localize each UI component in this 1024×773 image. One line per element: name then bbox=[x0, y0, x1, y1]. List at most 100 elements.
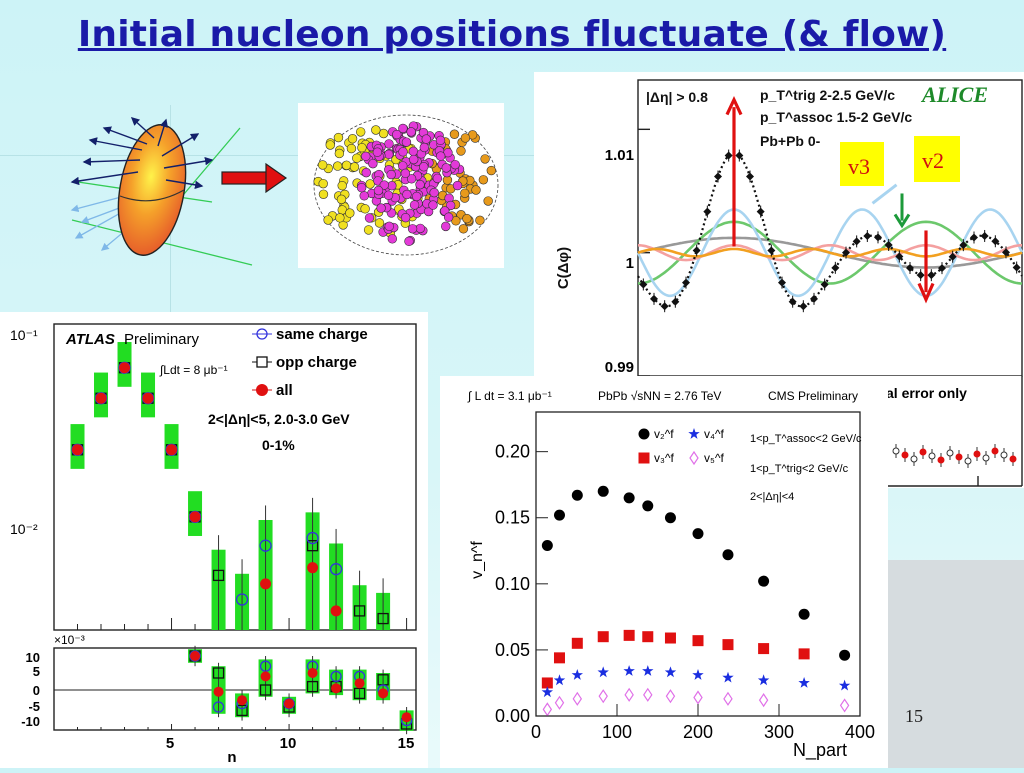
nucleon bbox=[409, 154, 419, 165]
cms-point-diamond bbox=[624, 687, 634, 702]
cms-annot-deta: 2<|Δη|<4 bbox=[750, 491, 794, 503]
cms-xtick-label: 400 bbox=[845, 722, 875, 742]
nucleon bbox=[387, 234, 398, 244]
atlas-lower-point-all bbox=[237, 695, 248, 706]
atlas-lower-point-opp bbox=[259, 684, 272, 696]
v2-label: v2 bbox=[922, 148, 944, 173]
alice-arrow-up-head bbox=[725, 95, 743, 116]
alice-data-point bbox=[948, 252, 957, 261]
atlas-lower-point-all bbox=[401, 712, 412, 723]
alice-data-point bbox=[852, 237, 861, 246]
nucleon bbox=[384, 149, 394, 160]
alice-data-point bbox=[959, 241, 968, 250]
cms-xtick-label: 200 bbox=[683, 722, 713, 742]
cms-point-star bbox=[838, 679, 851, 691]
nucleon bbox=[456, 146, 466, 156]
atlas-panel: ATLAS Preliminary ∫Ldt = 8 μb⁻¹ 2<|Δη|<5… bbox=[0, 312, 428, 768]
nucleon bbox=[435, 135, 446, 146]
red-arrow-icon bbox=[221, 162, 288, 194]
atlas-point-all bbox=[189, 511, 201, 523]
nucleon bbox=[441, 221, 451, 232]
nucleon bbox=[373, 185, 384, 196]
alice-experiment-label: ALICE bbox=[920, 82, 988, 107]
nucleon bbox=[404, 236, 414, 247]
atlas-lower-point-same bbox=[212, 701, 225, 713]
cms-point-circle bbox=[798, 608, 810, 620]
cms-point-circle bbox=[553, 509, 565, 521]
nucleon bbox=[402, 189, 412, 200]
alice-annot-deta: |Δη| > 0.8 bbox=[646, 89, 708, 105]
alice-ratio-point bbox=[901, 451, 909, 459]
cms-xlabel: N_part bbox=[793, 740, 847, 761]
nucleon bbox=[398, 123, 408, 134]
cms-point-star bbox=[664, 666, 677, 678]
nucleon bbox=[415, 179, 425, 190]
cms-point-square bbox=[541, 677, 553, 689]
nucleon bbox=[400, 212, 411, 223]
template-line bbox=[0, 155, 540, 156]
cms-point-star bbox=[597, 666, 609, 678]
alice-data-point bbox=[799, 302, 808, 311]
atlas-lower-point-same bbox=[259, 660, 272, 672]
cms-point-diamond bbox=[643, 687, 653, 702]
nucleon bbox=[336, 194, 347, 205]
nucleon bbox=[460, 133, 471, 143]
alice-chart: 4al error only ALICE |Δη| > 0.8 p_T^trig… bbox=[555, 79, 1024, 510]
alice-data-point bbox=[735, 151, 744, 160]
legend-all: all bbox=[276, 382, 293, 399]
cms-point-square bbox=[692, 635, 704, 647]
nucleon bbox=[325, 140, 335, 150]
nucleon bbox=[443, 212, 454, 222]
nucleon bbox=[332, 161, 343, 171]
atlas-point-same bbox=[306, 531, 319, 545]
atlas-lower-point-all bbox=[331, 683, 342, 694]
nucleon bbox=[401, 137, 412, 147]
atlas-lower-point-all bbox=[378, 688, 389, 699]
atlas-point-all bbox=[260, 578, 272, 590]
cms-point-circle bbox=[722, 549, 734, 561]
nucleon bbox=[359, 191, 369, 201]
cms-legend-label: v₃^f bbox=[654, 451, 675, 465]
atlas-point-all bbox=[72, 444, 84, 456]
atlas-point-opp bbox=[306, 540, 319, 552]
atlas-lower-point-opp bbox=[236, 704, 248, 717]
nucleon bbox=[384, 221, 394, 232]
nucleon bbox=[392, 129, 402, 140]
nucleon bbox=[361, 167, 371, 178]
nucleon bbox=[337, 180, 347, 191]
nucleon bbox=[352, 153, 362, 163]
alice-data-point bbox=[724, 151, 733, 160]
atlas-point-same bbox=[235, 593, 249, 606]
cms-header-left: ∫ L dt = 3.1 μb⁻¹ bbox=[467, 389, 552, 403]
nucleon bbox=[318, 189, 329, 199]
atlas-experiment-label: ATLAS bbox=[65, 331, 115, 348]
alice-ratio-point bbox=[1009, 455, 1017, 463]
nucleon bbox=[334, 148, 345, 159]
atlas-lower-ytick-10: 10 bbox=[26, 650, 40, 665]
nucleon bbox=[374, 218, 385, 228]
atlas-lower-point-opp bbox=[306, 680, 319, 693]
alice-ratio-point bbox=[919, 448, 927, 456]
atlas-point-all bbox=[307, 562, 319, 574]
atlas-annot-centrality: 0-1% bbox=[262, 437, 295, 453]
atlas-point-opp bbox=[377, 612, 389, 625]
alice-arrow-down-head bbox=[917, 282, 935, 304]
nucleon bbox=[428, 200, 438, 210]
nucleon bbox=[317, 160, 328, 170]
nucleon bbox=[408, 146, 419, 157]
nucleon bbox=[356, 182, 367, 193]
atlas-luminosity: ∫Ldt = 8 μb⁻¹ bbox=[159, 363, 228, 377]
cms-ytick-label: 0.10 bbox=[495, 574, 530, 594]
alice-data-point bbox=[682, 278, 690, 287]
alice-curve-v2 bbox=[637, 220, 1023, 285]
nucleon bbox=[378, 128, 389, 139]
alice-ytick-099: 0.99 bbox=[605, 359, 634, 376]
alice-lower-strip bbox=[884, 376, 1022, 486]
atlas-chart: ATLAS Preliminary ∫Ldt = 8 μb⁻¹ 2<|Δη|<5… bbox=[10, 323, 417, 766]
nucleon bbox=[435, 151, 446, 161]
alice-data-point bbox=[906, 263, 914, 272]
nucleon bbox=[429, 187, 439, 198]
alice-data-point bbox=[927, 271, 936, 280]
alice-data-point bbox=[874, 233, 882, 242]
atlas-lower-ytick-m10: -10 bbox=[21, 714, 40, 729]
